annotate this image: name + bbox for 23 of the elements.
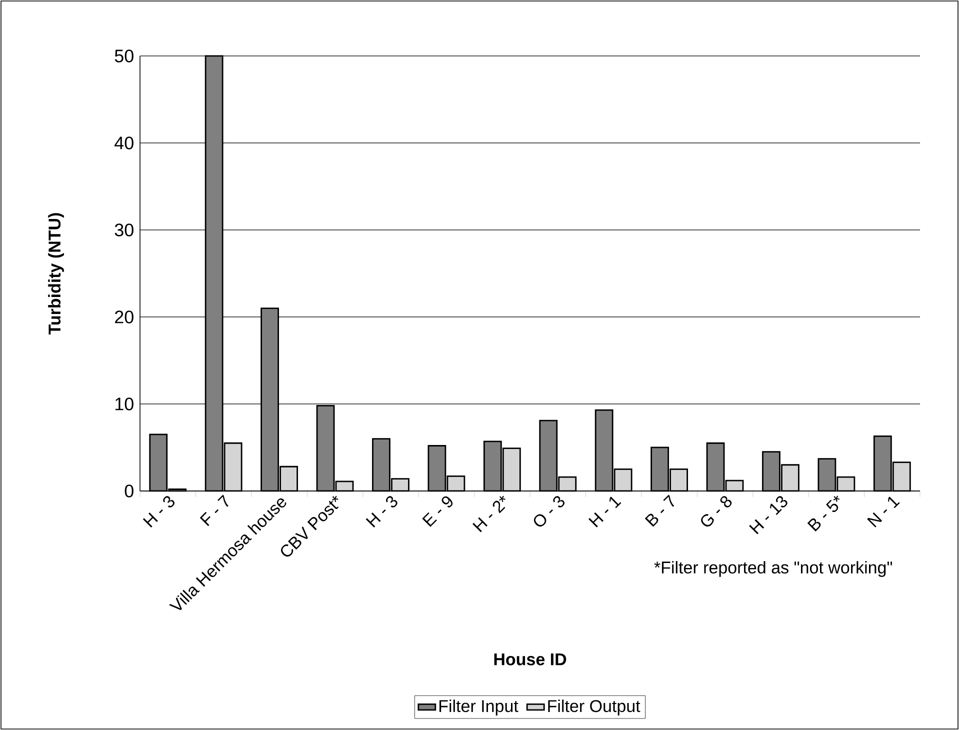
legend-label: Filter Output xyxy=(548,700,640,716)
x-tick-label: F - 7 xyxy=(200,494,228,526)
y-tick-label: 0 xyxy=(124,484,134,498)
x-tick-label: B - 7 xyxy=(644,494,674,527)
y-tick-label: 40 xyxy=(114,136,134,150)
x-tick-label: H - 3 xyxy=(142,496,174,528)
x-tick-label: O - 3 xyxy=(534,496,564,527)
x-tick-label: B - 5* xyxy=(807,496,840,532)
x-axis-title: House ID xyxy=(494,653,566,666)
x-tick-label: H - 2* xyxy=(472,496,506,532)
y-axis-title: Turbidity (NTU) xyxy=(48,213,64,335)
y-tick-label: 30 xyxy=(114,224,134,236)
text: *Filter reported as "not working" xyxy=(654,561,892,577)
x-tick-label: H - 3 xyxy=(366,496,398,528)
x-tick-label: H - 13 xyxy=(749,496,788,534)
y-tick-label: 50 xyxy=(114,50,134,62)
x-tick-label: E - 9 xyxy=(422,496,453,527)
legend-label: Filter Input xyxy=(439,700,518,716)
x-tick-label: N - 1 xyxy=(867,496,900,528)
x-tick-label: H - 1 xyxy=(588,496,622,528)
y-tick-label: 10 xyxy=(115,398,134,410)
y-tick-label: 20 xyxy=(115,310,134,324)
x-tick-label: G - 8 xyxy=(701,496,732,526)
